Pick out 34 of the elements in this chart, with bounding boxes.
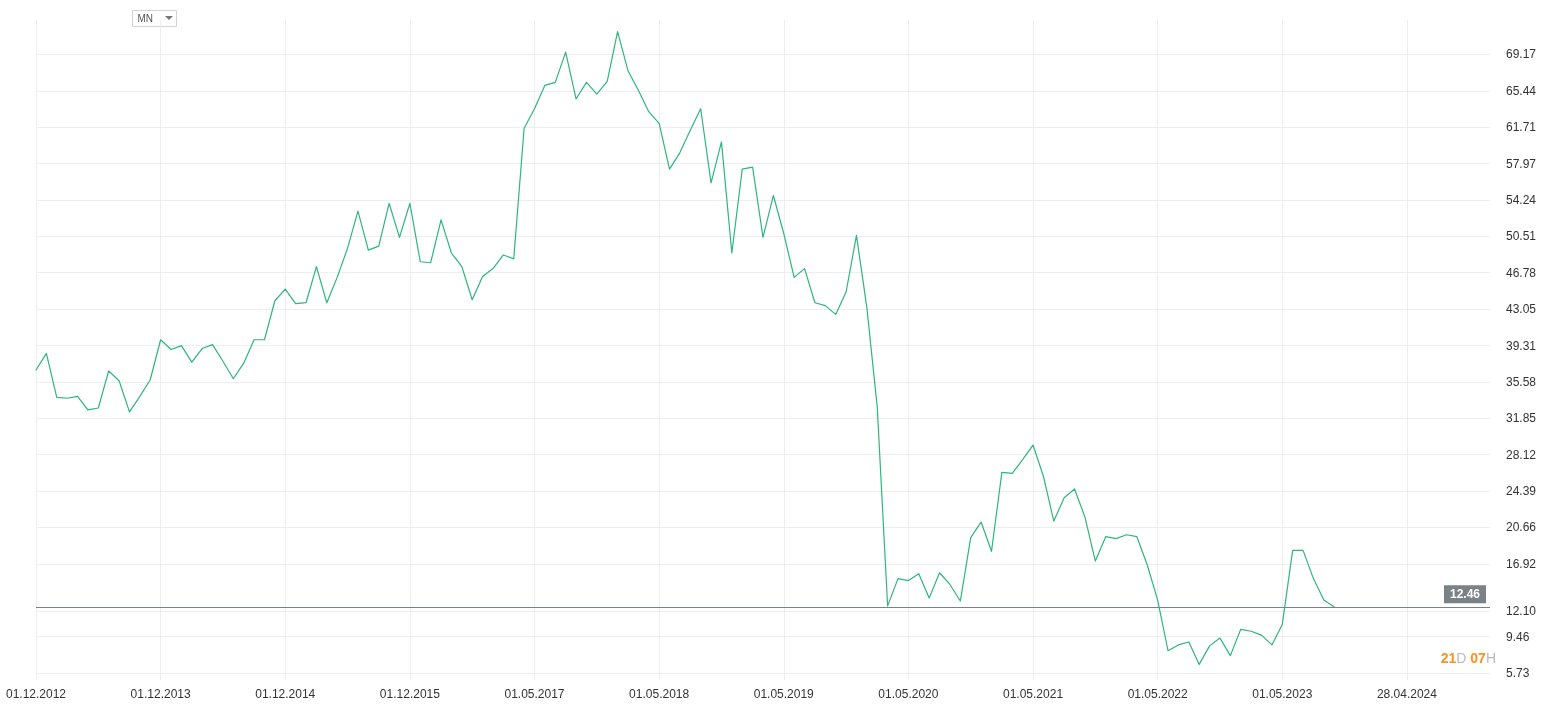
annotation: 21D 07H [1440, 650, 1497, 666]
y-tick-label: 69.17 [1506, 47, 1537, 62]
x-tick-label: 01.12.2015 [379, 687, 441, 701]
x-tick-label: 01.05.2023 [1252, 687, 1313, 701]
y-tick-label: 54.24 [1506, 192, 1537, 207]
line-series [35, 31, 1335, 665]
y-tick-label: 9.46 [1506, 629, 1530, 644]
y-tick-label: 39.31 [1506, 338, 1537, 353]
y-tick-label: 50.51 [1506, 229, 1537, 244]
x-tick-label: 01.12.2013 [130, 687, 191, 701]
x-tick-label: 01.05.2020 [878, 687, 939, 701]
y-tick-label: 35.58 [1506, 374, 1537, 389]
y-tick-label: 28.12 [1506, 447, 1537, 462]
y-tick-label: 31.85 [1506, 411, 1537, 426]
annotation: MN [137, 13, 154, 24]
y-tick-label: 12.10 [1506, 603, 1537, 618]
x-tick-label: 01.12.2014 [255, 687, 316, 701]
y-tick-label: 46.78 [1506, 265, 1537, 280]
y-tick-label: 43.05 [1506, 302, 1537, 317]
y-tick-label: 20.66 [1506, 520, 1537, 535]
ref-line-label: 12.46 [1449, 587, 1481, 602]
y-tick-label: 57.97 [1506, 156, 1537, 171]
y-tick-label: 16.92 [1506, 556, 1537, 571]
x-tick-label: 01.05.2022 [1127, 687, 1189, 701]
y-tick-label: 5.73 [1506, 665, 1530, 680]
x-tick-label: 01.05.2021 [1003, 687, 1064, 701]
x-tick-label: 01.05.2018 [629, 687, 690, 701]
x-tick-label: 01.12.2012 [5, 687, 67, 701]
y-tick-label: 24.39 [1506, 483, 1537, 498]
y-tick-label: 65.44 [1506, 83, 1537, 98]
x-tick-label: 01.05.2017 [504, 687, 565, 701]
x-tick-label: 28.04.2024 [1376, 687, 1438, 701]
y-tick-label: 61.71 [1506, 120, 1537, 135]
x-tick-label: 01.05.2019 [753, 687, 815, 701]
